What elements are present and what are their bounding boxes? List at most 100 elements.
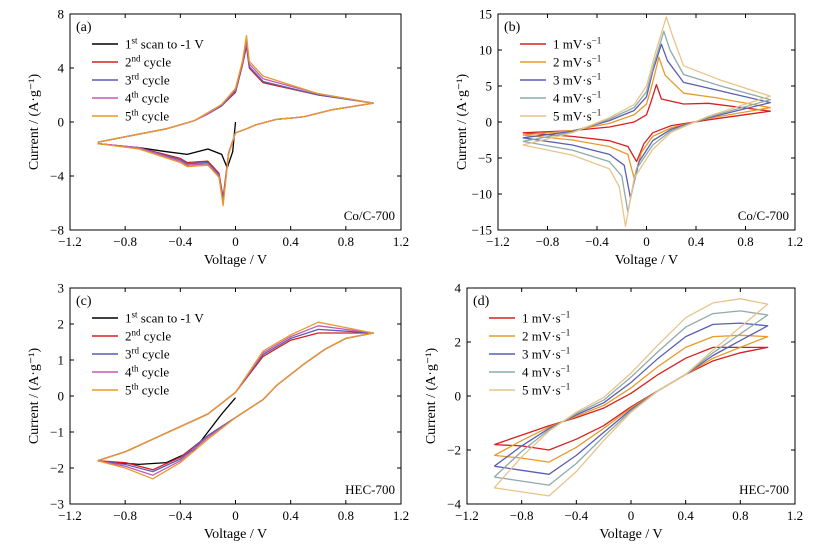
sample-label: HEC-700 (345, 482, 395, 497)
legend-entry: 2 mV·s−1 (553, 54, 601, 70)
x-tick-label: 0.8 (732, 508, 748, 523)
legend-entry: 2nd cycle (125, 328, 171, 344)
y-tick-label: −2 (447, 443, 461, 458)
series-line-4 (522, 30, 771, 213)
plot-frame (466, 287, 796, 505)
legend-entry: 4 mV·s−1 (553, 90, 601, 106)
y-tick-label: −4 (50, 169, 64, 184)
y-tick-label: 0 (455, 389, 462, 404)
x-tick-label: 0 (232, 508, 239, 523)
x-tick-label: 1.2 (393, 508, 409, 523)
legend-entry: 1 mV·s−1 (553, 36, 601, 52)
legend-entry: 3rd cycle (125, 346, 170, 362)
y-tick-label: −10 (472, 187, 492, 202)
x-tick-label: 0.8 (737, 234, 753, 249)
x-tick-label: 0.4 (283, 234, 300, 249)
x-tick-label: 1.2 (787, 234, 803, 249)
chart-panel-3: −1.2 −0.8 −0.4 0 0.4 0.8 1.2 −3 −2 −1 0 1 2 3 Voltage … (27, 281, 409, 543)
y-tick-label: 0 (58, 389, 65, 404)
sample-label: Co/C-700 (738, 208, 789, 223)
legend-entry: 3 mV·s−1 (522, 346, 570, 362)
y-tick-label: 15 (479, 7, 492, 22)
chart-panel-1: −1.2 −0.8 −0.4 0 0.4 0.8 1.2 −8 −4 0 4 8 Voltage / V… (27, 7, 409, 269)
x-tick-label: −0.4 (585, 234, 609, 249)
panel-label: (a) (76, 20, 92, 35)
x-tick-label: 0.8 (338, 508, 354, 523)
legend-entry: 4th cycle (125, 90, 169, 106)
x-tick-label: −0.8 (510, 508, 534, 523)
series-line-1 (494, 346, 769, 451)
y-tick-label: 2 (455, 335, 462, 350)
legend-entry: 4th cycle (125, 364, 169, 380)
x-tick-label: 0.8 (338, 234, 354, 249)
series-line-5 (97, 321, 375, 480)
x-tick-label: −0.8 (113, 234, 137, 249)
x-tick-label: 0 (643, 234, 650, 249)
y-tick-label: 1 (58, 353, 65, 368)
y-tick-label: −15 (472, 223, 492, 238)
legend-entry: 2 mV·s−1 (522, 328, 570, 344)
legend-entry: 5 mV·s−1 (522, 382, 570, 398)
series-line-5 (493, 298, 769, 497)
legend-entry: 5th cycle (125, 382, 169, 398)
x-tick-label: −1.2 (58, 508, 82, 523)
x-tick-label: −1.2 (486, 234, 510, 249)
series-line-2 (522, 56, 771, 179)
y-tick-label: 5 (486, 79, 493, 94)
sample-label: HEC-700 (739, 482, 789, 497)
y-tick-label: 0 (486, 115, 493, 130)
y-tick-label: 3 (58, 281, 65, 296)
y-tick-label: 8 (58, 7, 65, 22)
x-tick-label: 0.4 (688, 234, 705, 249)
series-line-2 (493, 334, 769, 463)
series-line-4 (493, 310, 769, 486)
x-tick-label: −0.8 (113, 508, 137, 523)
chart-panel-4: −1.2 −0.8 −0.4 0 0.4 0.8 1.2 −4 −2 0 2 4 Voltage / V… (424, 281, 803, 543)
legend-entry: 1st scan to -1 V (125, 36, 204, 52)
series-line-3 (522, 43, 771, 199)
legend-entry: 3rd cycle (125, 72, 170, 88)
plot-frame (497, 13, 796, 231)
y-tick-label: 0 (58, 115, 65, 130)
panel-label: (c) (76, 294, 92, 309)
x-tick-label: 0.4 (678, 508, 695, 523)
legend-entry: 2nd cycle (125, 54, 171, 70)
y-axis-label: Current / (A·g⁻¹) (27, 347, 42, 444)
legend-entry: 4 mV·s−1 (522, 364, 570, 380)
legend-entry: 1st scan to -1 V (125, 310, 204, 326)
y-tick-label: 4 (58, 61, 65, 76)
panel-label: (b) (504, 20, 521, 35)
legend-entry: 1 mV·s−1 (522, 310, 570, 326)
y-tick-label: −1 (50, 425, 64, 440)
x-tick-label: 0 (232, 234, 239, 249)
x-tick-label: 1.2 (787, 508, 803, 523)
legend-entry: 5th cycle (125, 108, 169, 124)
y-tick-label: 4 (455, 281, 462, 296)
y-tick-label: −8 (50, 223, 64, 238)
y-tick-label: −4 (447, 497, 461, 512)
x-axis-label: Voltage / V (204, 527, 267, 542)
x-tick-label: −1.2 (455, 508, 479, 523)
y-tick-label: 10 (479, 43, 492, 58)
x-tick-label: −0.4 (565, 508, 589, 523)
y-axis-label: Current / (A·g⁻¹) (424, 347, 439, 444)
y-tick-label: 2 (58, 317, 65, 332)
x-tick-label: −0.8 (536, 234, 560, 249)
plot-frame (69, 287, 402, 505)
y-tick-label: −2 (50, 461, 64, 476)
chart-panel-2: −1.2 −0.8 −0.4 0 0.4 0.8 1.2 −15 −10 −5 0 5 10 15 Volt… (455, 7, 803, 269)
y-axis-label: Current / (A·g⁻¹) (27, 73, 42, 170)
x-tick-label: 0 (628, 508, 635, 523)
x-axis-label: Voltage / V (204, 253, 267, 268)
x-tick-label: 1.2 (393, 234, 409, 249)
y-axis-label: Current / (A·g⁻¹) (455, 73, 470, 170)
x-tick-label: −1.2 (58, 234, 82, 249)
series-line-3 (493, 322, 769, 475)
series-line-5 (97, 34, 375, 207)
series-line-1 (97, 121, 237, 169)
legend-entry: 5 mV·s−1 (553, 108, 601, 124)
series-line-1 (522, 83, 771, 163)
legend-entry: 3 mV·s−1 (553, 72, 601, 88)
series-line-5 (522, 16, 771, 228)
y-tick-label: −3 (50, 497, 64, 512)
